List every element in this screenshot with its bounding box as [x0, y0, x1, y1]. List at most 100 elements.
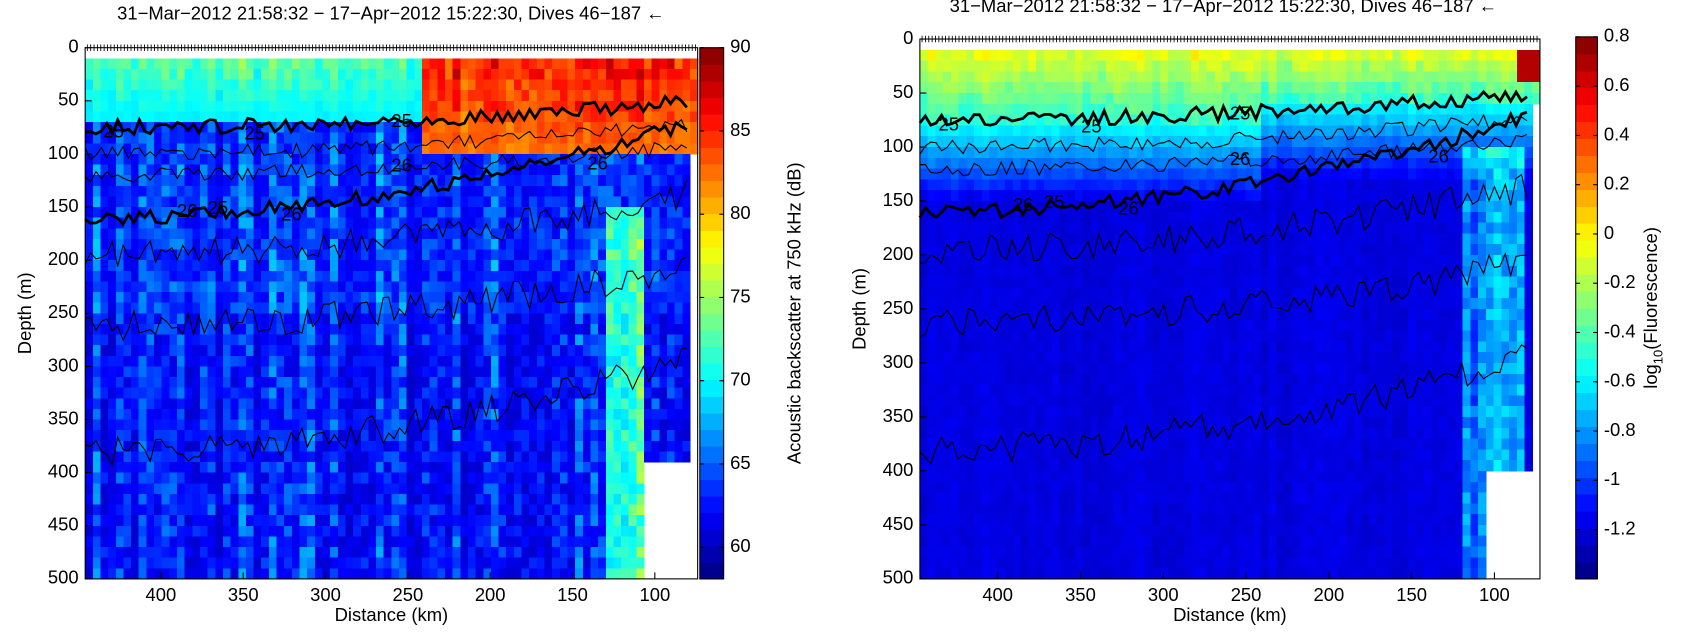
field-cell [1005, 50, 1013, 61]
field-cell [935, 341, 943, 352]
field-cell [529, 250, 537, 261]
field-cell [483, 58, 491, 69]
field-cell [529, 366, 537, 377]
field-cell [238, 345, 246, 356]
field-cell [552, 505, 560, 516]
field-cell [177, 526, 185, 537]
field-cell [545, 451, 553, 462]
field-cell [522, 473, 530, 484]
field-cell [208, 558, 216, 569]
field-cell [307, 271, 315, 282]
field-cell [177, 462, 185, 473]
field-cell [545, 80, 553, 91]
field-cell [943, 352, 951, 363]
field-cell [522, 441, 530, 452]
field-cell [123, 366, 131, 377]
field-cell [598, 313, 606, 324]
field-cell [353, 420, 361, 431]
field-cell [982, 179, 990, 190]
field-cell [192, 430, 200, 441]
field-cell [636, 420, 644, 431]
field-cell [951, 212, 959, 223]
field-cell [93, 58, 101, 69]
field-cell [361, 313, 369, 324]
field-cell [162, 143, 170, 154]
field-cell [974, 449, 982, 460]
field-cell [590, 250, 598, 261]
field-cell [345, 260, 353, 271]
field-cell [307, 366, 315, 377]
field-cell [100, 292, 108, 303]
field-cell [928, 82, 936, 93]
field-cell [552, 80, 560, 91]
field-cell [997, 298, 1005, 309]
field-cell [644, 420, 652, 431]
field-cell [522, 409, 530, 420]
field-cell [675, 292, 683, 303]
field-cell [636, 409, 644, 420]
field-cell [330, 271, 338, 282]
field-cell [238, 69, 246, 80]
field-cell [1013, 546, 1021, 557]
field-cell [169, 69, 177, 80]
field-cell [169, 558, 177, 569]
field-cell [1036, 546, 1044, 557]
field-cell [139, 165, 147, 176]
field-cell [353, 207, 361, 218]
field-cell [537, 239, 545, 250]
field-cell [338, 218, 346, 229]
field-cell [621, 303, 629, 314]
field-cell [598, 441, 606, 452]
field-cell [1044, 71, 1052, 82]
field-cell [943, 482, 951, 493]
field-cell [644, 218, 652, 229]
field-cell [499, 462, 507, 473]
field-cell [430, 58, 438, 69]
field-cell [361, 558, 369, 569]
field-cell [966, 395, 974, 406]
field-cell [522, 462, 530, 473]
field-cell [468, 568, 476, 579]
field-cell [499, 250, 507, 261]
field-cell [391, 281, 399, 292]
field-cell [277, 250, 285, 261]
field-cell [277, 505, 285, 516]
field-cell [545, 271, 553, 282]
field-cell [177, 313, 185, 324]
field-cell [292, 345, 300, 356]
field-cell [522, 281, 530, 292]
field-cell [422, 473, 430, 484]
field-cell [636, 526, 644, 537]
field-cell [254, 547, 262, 558]
field-cell [146, 69, 154, 80]
field-cell [185, 133, 193, 144]
field-cell [437, 101, 445, 112]
field-cell [537, 377, 545, 388]
field-cell [499, 303, 507, 314]
field-cell [1036, 417, 1044, 428]
field-cell [139, 335, 147, 346]
field-cell [131, 568, 139, 579]
field-cell [567, 228, 575, 239]
field-cell [1028, 169, 1036, 180]
field-cell [629, 420, 637, 431]
field-cell [545, 228, 553, 239]
field-cell [629, 313, 637, 324]
field-cell [468, 207, 476, 218]
field-cell [223, 154, 231, 165]
field-cell [437, 239, 445, 250]
field-cell [460, 441, 468, 452]
field-cell [292, 335, 300, 346]
field-cell [560, 505, 568, 516]
field-cell [928, 277, 936, 288]
field-cell [246, 90, 254, 101]
field-cell [545, 356, 553, 367]
field-cell [177, 505, 185, 516]
field-cell [116, 58, 124, 69]
field-cell [966, 406, 974, 417]
colorbar-step [700, 280, 724, 297]
colorbar-tick-label: 70 [730, 369, 750, 390]
field-cell [223, 281, 231, 292]
field-cell [1021, 352, 1029, 363]
field-cell [353, 483, 361, 494]
